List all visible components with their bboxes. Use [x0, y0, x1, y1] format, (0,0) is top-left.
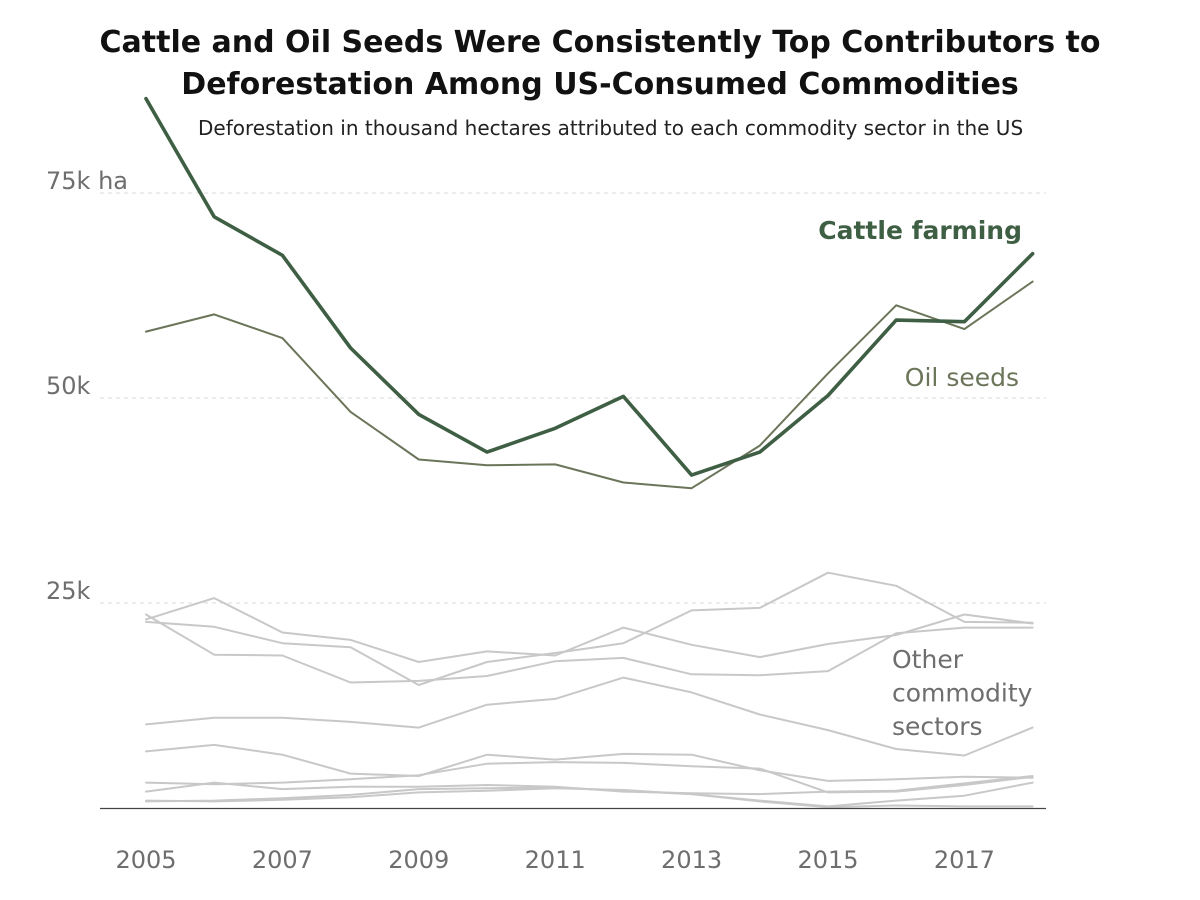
main-series-layer	[144, 96, 1035, 490]
label-oil-seeds: Oil seeds	[905, 363, 1019, 392]
y-tick-label: 75k ha	[46, 167, 128, 195]
x-tick-label: 2007	[252, 846, 313, 874]
series-line-other	[145, 743, 1034, 782]
series-line-other	[145, 597, 1034, 663]
series-line-oil-seeds	[145, 280, 1034, 490]
label-other-commodity-sectors: commodity	[892, 679, 1033, 708]
x-tick-label: 2011	[525, 846, 586, 874]
grid-layer: 75k ha 50k 25k	[46, 167, 1046, 605]
axis-layer: 2005 2007 2009 2011 2013 2015 2017	[100, 807, 1046, 874]
other-series-layer	[145, 571, 1034, 809]
x-tick-label: 2013	[661, 846, 722, 874]
chart-title-line-2: Deforestation Among US-Consumed Commodit…	[181, 67, 1019, 102]
series-line-other	[145, 781, 1034, 808]
series-line-other	[145, 571, 1034, 686]
chart-title-line-1: Cattle and Oil Seeds Were Consistently T…	[99, 25, 1101, 60]
series-line-other	[145, 613, 1034, 684]
x-tick-label: 2017	[934, 846, 995, 874]
series-line-cattle-farming	[144, 96, 1035, 477]
chart-subtitle: Deforestation in thousand hectares attri…	[198, 116, 1024, 140]
label-layer: Cattle farming Oil seeds Other commodity sec…	[818, 216, 1032, 741]
label-cattle-farming: Cattle farming	[818, 216, 1022, 245]
y-tick-label: 25k	[46, 577, 91, 605]
x-tick-label: 2005	[115, 846, 176, 874]
label-other-commodity-sectors: sectors	[892, 712, 983, 741]
x-tick-label: 2009	[388, 846, 449, 874]
x-tick-label: 2015	[797, 846, 858, 874]
y-tick-label: 50k	[46, 372, 91, 400]
series-line-other	[145, 676, 1034, 757]
label-other-commodity-sectors: Other	[892, 645, 964, 674]
chart-title: Cattle and Oil Seeds Were Consistently T…	[50, 22, 1150, 106]
